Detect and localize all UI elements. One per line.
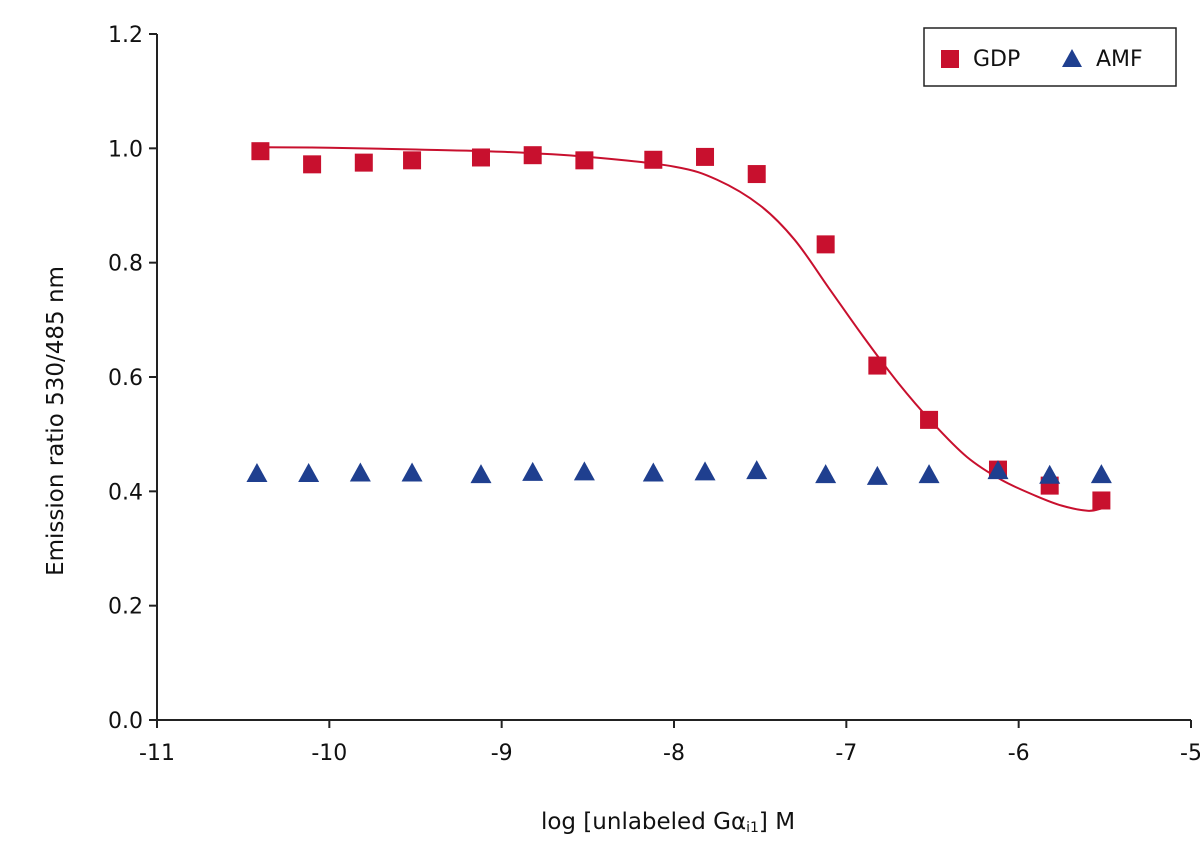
x-axis-title: log [unlabeled Gαi1] M: [541, 809, 795, 836]
gdp-point: [644, 150, 663, 169]
amf-point: [573, 461, 595, 481]
legend-amf-label: AMF: [1096, 47, 1143, 72]
gdp-point: [303, 155, 322, 174]
x-tick-label: -8: [663, 741, 685, 766]
gdp-point: [251, 142, 270, 161]
legend: GDP AMF: [923, 27, 1177, 87]
ticks: -11 -10 -9 -8 -7 -6 -5 0.0 0.2 0.4 0.6 0.8 1.0 1.2: [108, 23, 1200, 766]
legend-gdp-label: GDP: [973, 47, 1020, 72]
x-tick-label: -9: [491, 741, 513, 766]
x-tick-label: -10: [311, 741, 347, 766]
y-tick-label: 0.2: [108, 595, 143, 620]
x-axis-title-alpha: α: [731, 809, 746, 835]
amf-point: [1090, 464, 1112, 484]
y-tick-label: 0.8: [108, 252, 143, 277]
gdp-point: [920, 410, 939, 429]
gdp-point: [1092, 491, 1111, 510]
x-tick-label: -11: [139, 741, 175, 766]
gdp-point: [523, 146, 542, 165]
y-tick-label: 1.0: [108, 137, 143, 162]
amf-point: [866, 465, 888, 485]
x-tick-label: -6: [1008, 741, 1030, 766]
legend-box: [923, 27, 1177, 87]
gdp-point: [747, 165, 766, 184]
legend-amf-marker: [1062, 49, 1082, 67]
gdp-point: [575, 151, 594, 170]
y-tick-label: 0.6: [108, 366, 143, 391]
amf-point: [522, 461, 544, 481]
gdp-point: [816, 235, 835, 254]
y-axis-title: Emission ratio 530/485 nm: [43, 266, 69, 576]
amf-point: [694, 461, 716, 481]
gdp-point: [403, 151, 422, 170]
amf-point: [918, 464, 940, 484]
amf-point: [298, 463, 320, 483]
x-tick-label: -5: [1180, 741, 1200, 766]
amf-point: [246, 463, 268, 483]
gdp-point: [696, 147, 715, 166]
amf-point: [987, 460, 1009, 480]
x-tick-label: -7: [835, 741, 857, 766]
amf-point: [746, 460, 768, 480]
amf-point: [470, 464, 492, 484]
axes: [156, 34, 1191, 721]
gdp-point: [868, 356, 887, 375]
gdp-point: [471, 148, 490, 167]
amf-point: [815, 464, 837, 484]
amf-point: [401, 462, 423, 482]
amf-point: [642, 462, 664, 482]
markers-group: [246, 142, 1112, 510]
amf-point: [1039, 464, 1061, 484]
gdp-fit-curve: [260, 146, 1102, 512]
fit-curve-group: [260, 146, 1102, 512]
y-tick-label: 0.0: [108, 709, 143, 734]
legend-gdp-marker: [941, 50, 959, 68]
y-tick-label: 1.2: [108, 23, 143, 48]
x-axis-title-subscript: i1: [746, 820, 759, 836]
gdp-point: [354, 153, 373, 172]
y-tick-label: 0.4: [108, 480, 143, 505]
amf-point: [349, 462, 371, 482]
